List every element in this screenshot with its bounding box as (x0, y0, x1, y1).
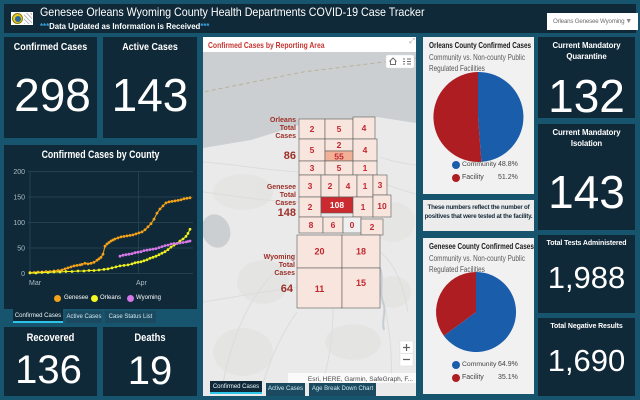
svg-text:0: 0 (21, 271, 25, 278)
svg-text:Total: Total (280, 192, 296, 199)
svg-text:2: 2 (308, 202, 313, 212)
svg-text:3: 3 (308, 181, 313, 191)
svg-text:Total: Total (280, 125, 296, 132)
svg-text:86: 86 (284, 150, 296, 162)
svg-text:Cases: Cases (275, 200, 296, 207)
svg-text:Cases: Cases (275, 133, 296, 140)
svg-text:3: 3 (378, 180, 383, 190)
svg-text:Cases: Cases (274, 270, 295, 277)
svg-text:50: 50 (17, 246, 25, 253)
svg-text:1: 1 (361, 202, 366, 212)
svg-text:5: 5 (337, 124, 342, 134)
svg-text:1: 1 (363, 163, 368, 173)
svg-text:2: 2 (310, 124, 315, 134)
svg-text:10: 10 (377, 201, 387, 211)
svg-text:Orleans: Orleans (270, 117, 296, 124)
svg-text:18: 18 (356, 247, 366, 257)
svg-text:4: 4 (363, 145, 368, 155)
svg-text:Apr: Apr (136, 280, 148, 287)
svg-text:6: 6 (331, 220, 336, 230)
svg-text:Esri, HERE, Garmin, SafeGraph,: Esri, HERE, Garmin, SafeGraph, F... (308, 376, 413, 383)
svg-text:Genesee: Genesee (267, 184, 296, 191)
svg-text:148: 148 (278, 207, 296, 219)
svg-text:2: 2 (370, 222, 375, 232)
svg-text:11: 11 (315, 284, 325, 294)
svg-text:4: 4 (362, 123, 367, 133)
svg-text:15: 15 (356, 278, 366, 288)
svg-text:Wyoming: Wyoming (264, 254, 295, 261)
svg-text:5: 5 (337, 163, 342, 173)
svg-text:Mar: Mar (29, 280, 42, 287)
svg-text:100: 100 (13, 220, 25, 227)
svg-text:64: 64 (281, 283, 294, 295)
svg-text:4: 4 (346, 181, 351, 191)
svg-text:0: 0 (350, 220, 355, 230)
svg-text:150: 150 (13, 195, 25, 202)
svg-text:1: 1 (363, 181, 368, 191)
svg-text:8: 8 (309, 220, 314, 230)
svg-text:2: 2 (328, 181, 333, 191)
svg-text:55: 55 (334, 152, 344, 162)
svg-text:20: 20 (314, 247, 324, 257)
svg-text:5: 5 (310, 145, 315, 155)
svg-text:2: 2 (337, 140, 342, 150)
svg-text:Total: Total (279, 262, 295, 269)
svg-text:108: 108 (330, 200, 344, 210)
svg-text:3: 3 (310, 163, 315, 173)
svg-text:200: 200 (13, 169, 25, 176)
